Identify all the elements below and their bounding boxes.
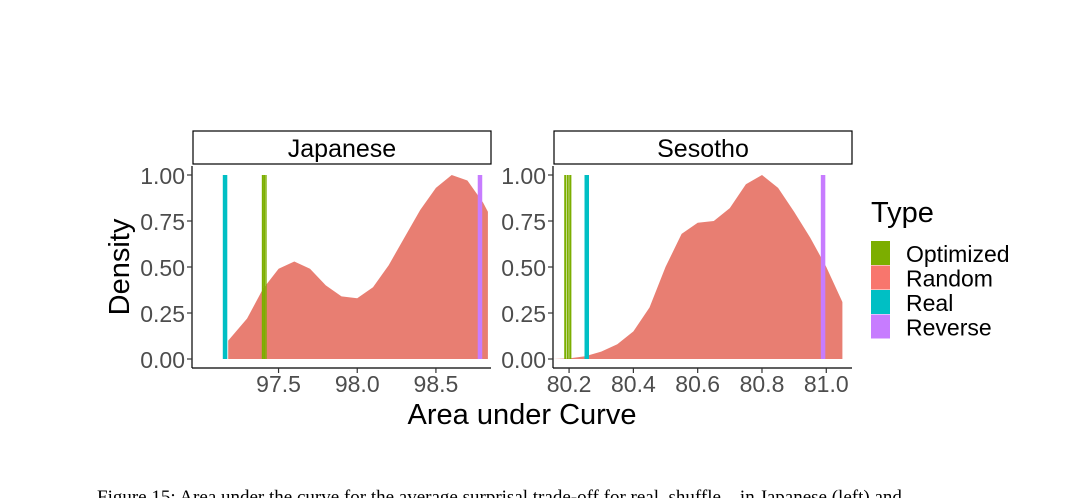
- facet-title: Sesotho: [657, 135, 749, 163]
- legend-label: Random: [906, 266, 993, 292]
- y-axis-label: Density: [104, 218, 136, 315]
- legend-label: Optimized: [906, 241, 1010, 267]
- y-tick-label: 0.50: [501, 255, 546, 281]
- legend-swatch: [871, 314, 890, 339]
- y-tick-label: 0.25: [140, 301, 185, 327]
- y-tick-label: 0.50: [140, 255, 185, 281]
- x-tick-label: 80.8: [740, 371, 785, 397]
- panel-japanese: Japanese 0.00 0.25 0.50 0.75 1.00 97.5 98.0 98.5: [140, 130, 492, 397]
- facet-strip: [192, 130, 492, 165]
- legend-swatch: [871, 241, 890, 265]
- legend-title: Type: [871, 197, 934, 229]
- legend-swatch: [871, 290, 890, 314]
- x-tick-label: 80.2: [547, 371, 592, 397]
- y-tick-label: 0.00: [140, 347, 185, 373]
- legend-swatch: [871, 265, 890, 290]
- x-tick-label: 80.4: [611, 371, 656, 397]
- y-tick-label: 0.25: [501, 301, 546, 327]
- x-tick-label: 98.0: [335, 371, 380, 397]
- y-tick-label: 0.00: [501, 347, 546, 373]
- legend-label: Real: [906, 290, 953, 316]
- x-tick-label: 97.5: [256, 371, 301, 397]
- y-tick-label: 0.75: [140, 209, 185, 235]
- legend-label: Reverse: [906, 315, 992, 341]
- random-density-area: [228, 175, 488, 359]
- y-tick-label: 1.00: [501, 163, 546, 189]
- random-density-area: [553, 175, 843, 359]
- x-tick-label: 80.6: [675, 371, 720, 397]
- panel-sesotho: Sesotho 0.00 0.25 0.50 0.75 1.00 80.2 80.4 80.6 8…: [501, 130, 853, 397]
- x-axis-label: Area under Curve: [408, 399, 637, 431]
- facet-strip: [553, 130, 853, 165]
- y-tick-label: 0.75: [501, 209, 546, 235]
- facet-title: Japanese: [288, 135, 396, 163]
- y-tick-label: 1.00: [140, 163, 185, 189]
- figure-caption: Figure 15: Area under the curve for the …: [97, 488, 1082, 498]
- x-tick-label: 98.5: [414, 371, 459, 397]
- x-tick-label: 81.0: [804, 371, 849, 397]
